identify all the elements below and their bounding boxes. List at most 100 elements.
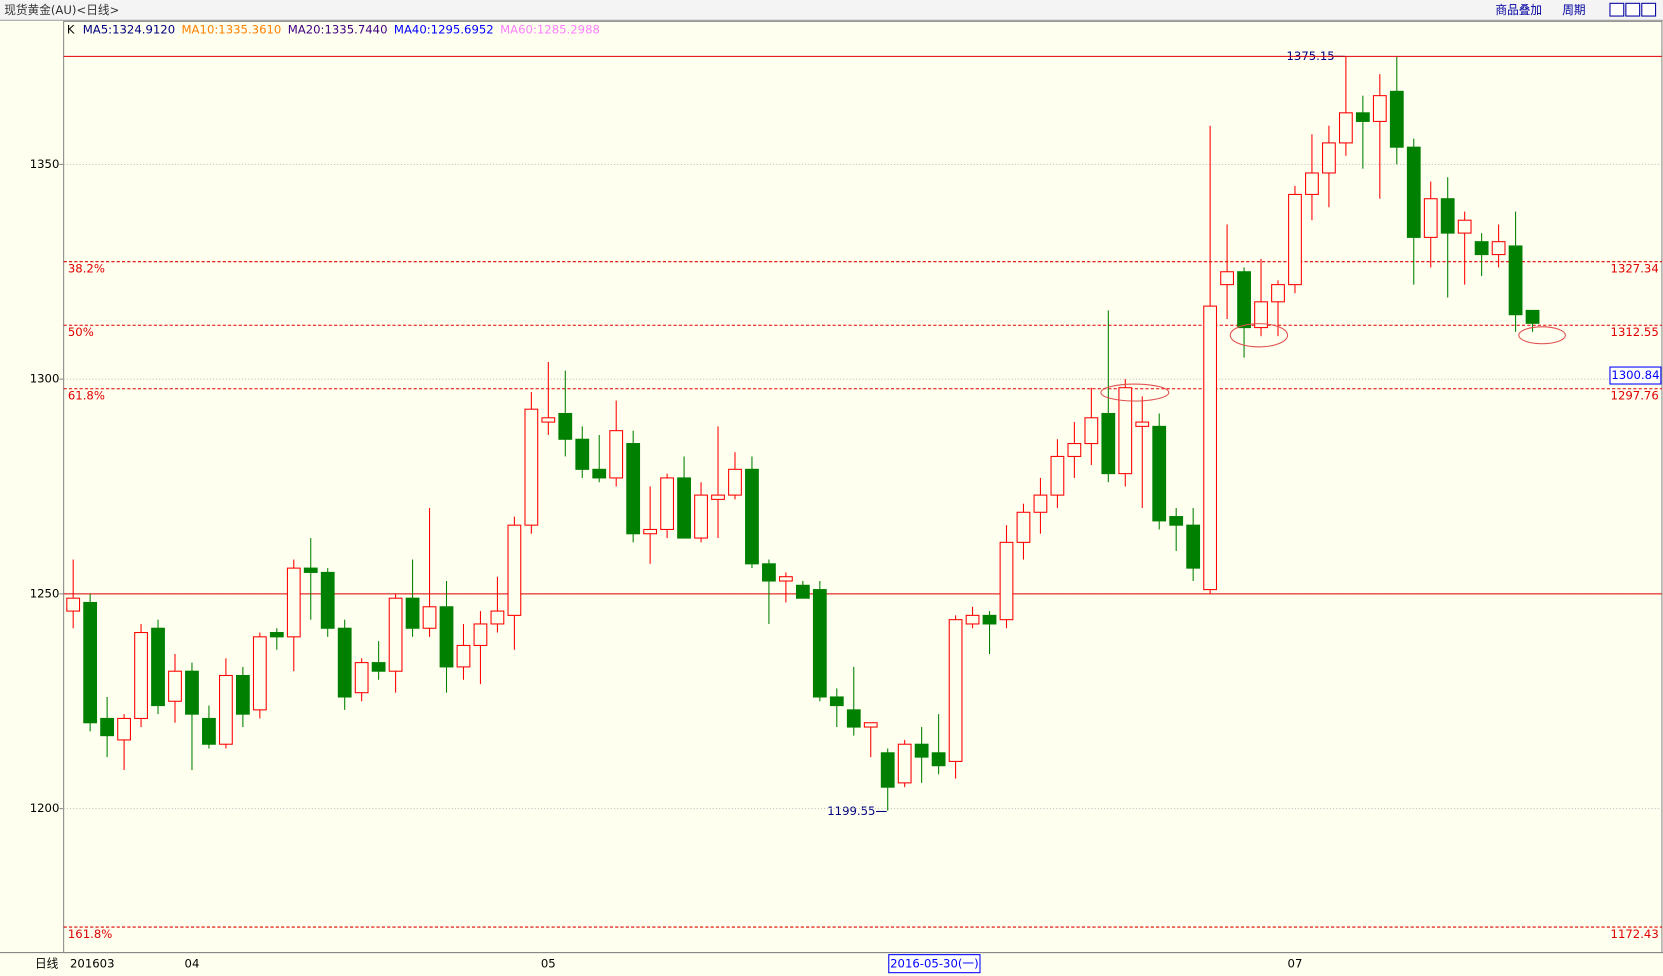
toolbar-button[interactable]: 商品叠加 — [1495, 3, 1542, 17]
highlight-ellipse — [1100, 383, 1170, 402]
candle-body — [592, 468, 607, 479]
ma-label: MA5:1324.9120 — [83, 22, 175, 36]
candle-body — [694, 494, 708, 539]
candle-body — [1169, 516, 1184, 526]
candle-body — [1322, 142, 1336, 174]
candle-body — [829, 696, 844, 707]
candle-body — [660, 477, 675, 530]
candle-body — [1423, 198, 1438, 238]
fib-ratio-label: 161.8% — [68, 927, 112, 941]
chart-title: 现货黄金(AU)<日线> — [4, 3, 119, 17]
candle-body — [83, 601, 98, 724]
candle-body — [219, 674, 233, 745]
candle-body — [643, 528, 658, 535]
candle-body — [134, 632, 148, 719]
fib-value-label: 1297.76 — [1611, 389, 1659, 403]
last-price-box — [1609, 366, 1662, 385]
candle-body — [185, 670, 199, 715]
y-tick-label: 1350 — [30, 157, 60, 171]
candle-body — [897, 743, 912, 784]
candle-body — [711, 494, 725, 500]
candle-body — [422, 606, 437, 629]
candle-body — [405, 597, 420, 629]
candle-body — [1406, 146, 1421, 238]
cursor-box — [888, 954, 981, 974]
candle-body — [168, 670, 182, 702]
nav-button[interactable] — [1609, 2, 1625, 17]
candle-body — [762, 563, 776, 582]
candle-body — [779, 576, 793, 582]
candle-body — [1220, 271, 1234, 286]
fib-ratio-label: 50% — [68, 325, 94, 339]
fib-value-label: 1312.55 — [1611, 325, 1659, 339]
candle-body — [1271, 284, 1285, 303]
min-label: 1199.55 — [827, 804, 875, 818]
ma-label: MA60:1285.2988 — [500, 22, 600, 36]
candle-body — [151, 627, 165, 707]
candle-body — [1101, 412, 1116, 475]
candle-body — [490, 610, 505, 625]
x-tick-label: 07 — [1288, 957, 1303, 971]
candle-body — [439, 606, 454, 668]
candle-body — [303, 567, 318, 573]
y-tick-label: 1300 — [30, 372, 60, 386]
candle-body — [1118, 387, 1133, 475]
candle-body — [965, 614, 980, 625]
x-tick-label: 05 — [541, 957, 556, 971]
candle-body — [1305, 172, 1319, 195]
candle-body — [1254, 301, 1268, 329]
nav-button[interactable] — [1625, 2, 1641, 17]
cursor-label: 2016-05-30(一) — [890, 957, 979, 971]
candle-body — [626, 443, 641, 535]
candle-body — [812, 589, 827, 698]
fib-ratio-label: 61.8% — [68, 389, 105, 403]
candle-body — [558, 412, 573, 440]
candle-body — [609, 430, 624, 479]
candle-body — [1050, 455, 1065, 496]
x-tick-label: 201603 — [70, 957, 115, 971]
candle-body — [202, 717, 216, 745]
candle-body — [1525, 309, 1540, 324]
period-label: 日线 — [35, 957, 59, 971]
candle-body — [1067, 443, 1082, 457]
candle-body — [999, 541, 1014, 621]
candle-body — [1016, 511, 1031, 543]
candle-body — [456, 644, 471, 668]
candle-body — [507, 524, 522, 616]
candle-body — [541, 417, 556, 423]
candle-body — [524, 408, 539, 526]
fib-value-label: 1172.43 — [1611, 927, 1659, 941]
candle-body — [1508, 245, 1523, 316]
header-prefix: K — [67, 22, 75, 36]
nav-button[interactable] — [1641, 2, 1657, 17]
candle-body — [1338, 112, 1353, 144]
title-bar — [0, 0, 1663, 21]
candle-body — [371, 662, 386, 672]
y-tick-label: 1200 — [30, 801, 60, 815]
candle-body — [1186, 524, 1201, 569]
candle-body — [1474, 241, 1489, 256]
candle-body — [948, 619, 963, 762]
ma-label: MA20:1335.7440 — [288, 22, 388, 36]
candle-body — [388, 597, 403, 672]
ma-label: MA10:1335.3610 — [182, 22, 282, 36]
candle-body — [1033, 494, 1048, 513]
candle-body — [914, 743, 929, 758]
x-tick-label: 04 — [185, 957, 200, 971]
candle-body — [846, 709, 861, 728]
candle-body — [575, 438, 590, 470]
candle-body — [745, 468, 759, 565]
toolbar-button[interactable]: 周期 — [1562, 3, 1585, 17]
last-price-label: 1300.84 — [1611, 368, 1659, 382]
candle-body — [473, 623, 488, 646]
candle-body — [1491, 241, 1506, 256]
candle-body — [286, 567, 301, 638]
candle-body — [269, 632, 284, 638]
candle-body — [795, 584, 810, 599]
candle-body — [235, 674, 250, 715]
ma-label: MA40:1295.6952 — [394, 22, 494, 36]
candle-body — [1355, 112, 1370, 122]
